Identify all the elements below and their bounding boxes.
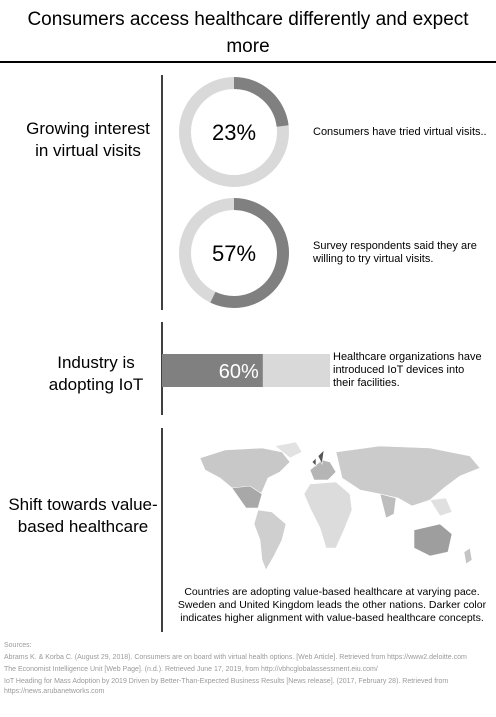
bar-label: 60% bbox=[219, 361, 259, 383]
section-heading: Industry is adopting IoT bbox=[48, 353, 144, 394]
section-heading: Shift towards value-based healthcare bbox=[8, 495, 158, 536]
source: Abrams K. & Korba C. (August 29, 2018). … bbox=[4, 654, 467, 661]
section-heading: Growing interest in virtual visits bbox=[26, 119, 150, 160]
title: Consumers access healthcare differently … bbox=[27, 9, 469, 57]
map-caption: Countries are adopting value-based healt… bbox=[177, 586, 487, 624]
sources: Sources: Abrams K. & Korba C. (August 29… bbox=[4, 641, 492, 699]
stat-text: Consumers have tried virtual visits.. bbox=[313, 126, 487, 138]
stat-text: Survey respondents said they are willing… bbox=[313, 240, 477, 265]
donut-arc bbox=[179, 77, 289, 187]
bar bbox=[162, 354, 263, 387]
donut-label: 57% bbox=[212, 241, 256, 266]
world-map bbox=[199, 441, 481, 571]
stat-text: Healthcare organizations have introduced… bbox=[333, 351, 482, 389]
donut-arc bbox=[179, 198, 289, 308]
source: The Economist Intelligence Unit [Web Pag… bbox=[4, 666, 378, 673]
sources-heading: Sources: bbox=[4, 642, 32, 649]
source: IoT Heading for Mass Adoption by 2019 Dr… bbox=[4, 678, 449, 695]
donut-label: 23% bbox=[212, 120, 256, 145]
